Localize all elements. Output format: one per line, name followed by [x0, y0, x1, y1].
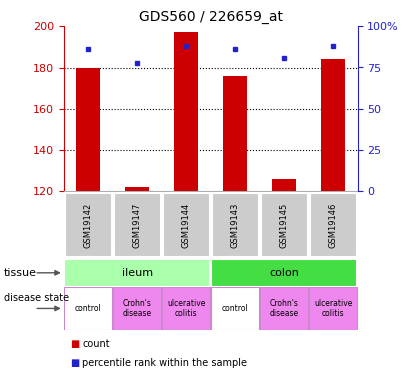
Text: ileum: ileum — [122, 268, 153, 278]
Text: ■: ■ — [70, 339, 79, 350]
Bar — [174, 33, 199, 191]
Text: percentile rank within the sample: percentile rank within the sample — [82, 358, 247, 368]
Bar — [211, 259, 357, 287]
Bar — [76, 68, 100, 191]
Text: GSM19144: GSM19144 — [182, 202, 191, 248]
Text: control: control — [75, 304, 102, 313]
Text: count: count — [82, 339, 110, 350]
Bar — [309, 193, 357, 257]
Text: ulcerative
colitis: ulcerative colitis — [167, 299, 206, 318]
Bar — [65, 193, 112, 257]
Bar — [272, 179, 296, 191]
Title: GDS560 / 226659_at: GDS560 / 226659_at — [139, 10, 283, 24]
Bar — [64, 287, 112, 330]
Text: Crohn's
disease: Crohn's disease — [122, 299, 152, 318]
Bar — [64, 259, 210, 287]
Bar — [113, 287, 161, 330]
Text: GSM19143: GSM19143 — [231, 202, 240, 248]
Text: ulcerative
colitis: ulcerative colitis — [314, 299, 352, 318]
Bar — [163, 193, 210, 257]
Bar — [261, 193, 307, 257]
Text: ■: ■ — [70, 358, 79, 368]
Bar — [321, 59, 345, 191]
Text: Crohn's
disease: Crohn's disease — [270, 299, 299, 318]
Text: tissue: tissue — [4, 268, 37, 278]
Text: colon: colon — [269, 268, 299, 278]
Bar — [212, 193, 259, 257]
Text: control: control — [222, 304, 249, 313]
Bar — [162, 287, 210, 330]
Text: GSM19147: GSM19147 — [133, 202, 142, 248]
Bar — [125, 187, 150, 191]
Text: GSM19142: GSM19142 — [84, 202, 93, 248]
Text: disease state: disease state — [4, 292, 69, 303]
Bar — [309, 287, 357, 330]
Bar — [223, 76, 247, 191]
Text: GSM19145: GSM19145 — [279, 202, 289, 248]
Bar — [114, 193, 161, 257]
Bar — [260, 287, 308, 330]
Text: GSM19146: GSM19146 — [328, 202, 337, 248]
Bar — [211, 287, 259, 330]
